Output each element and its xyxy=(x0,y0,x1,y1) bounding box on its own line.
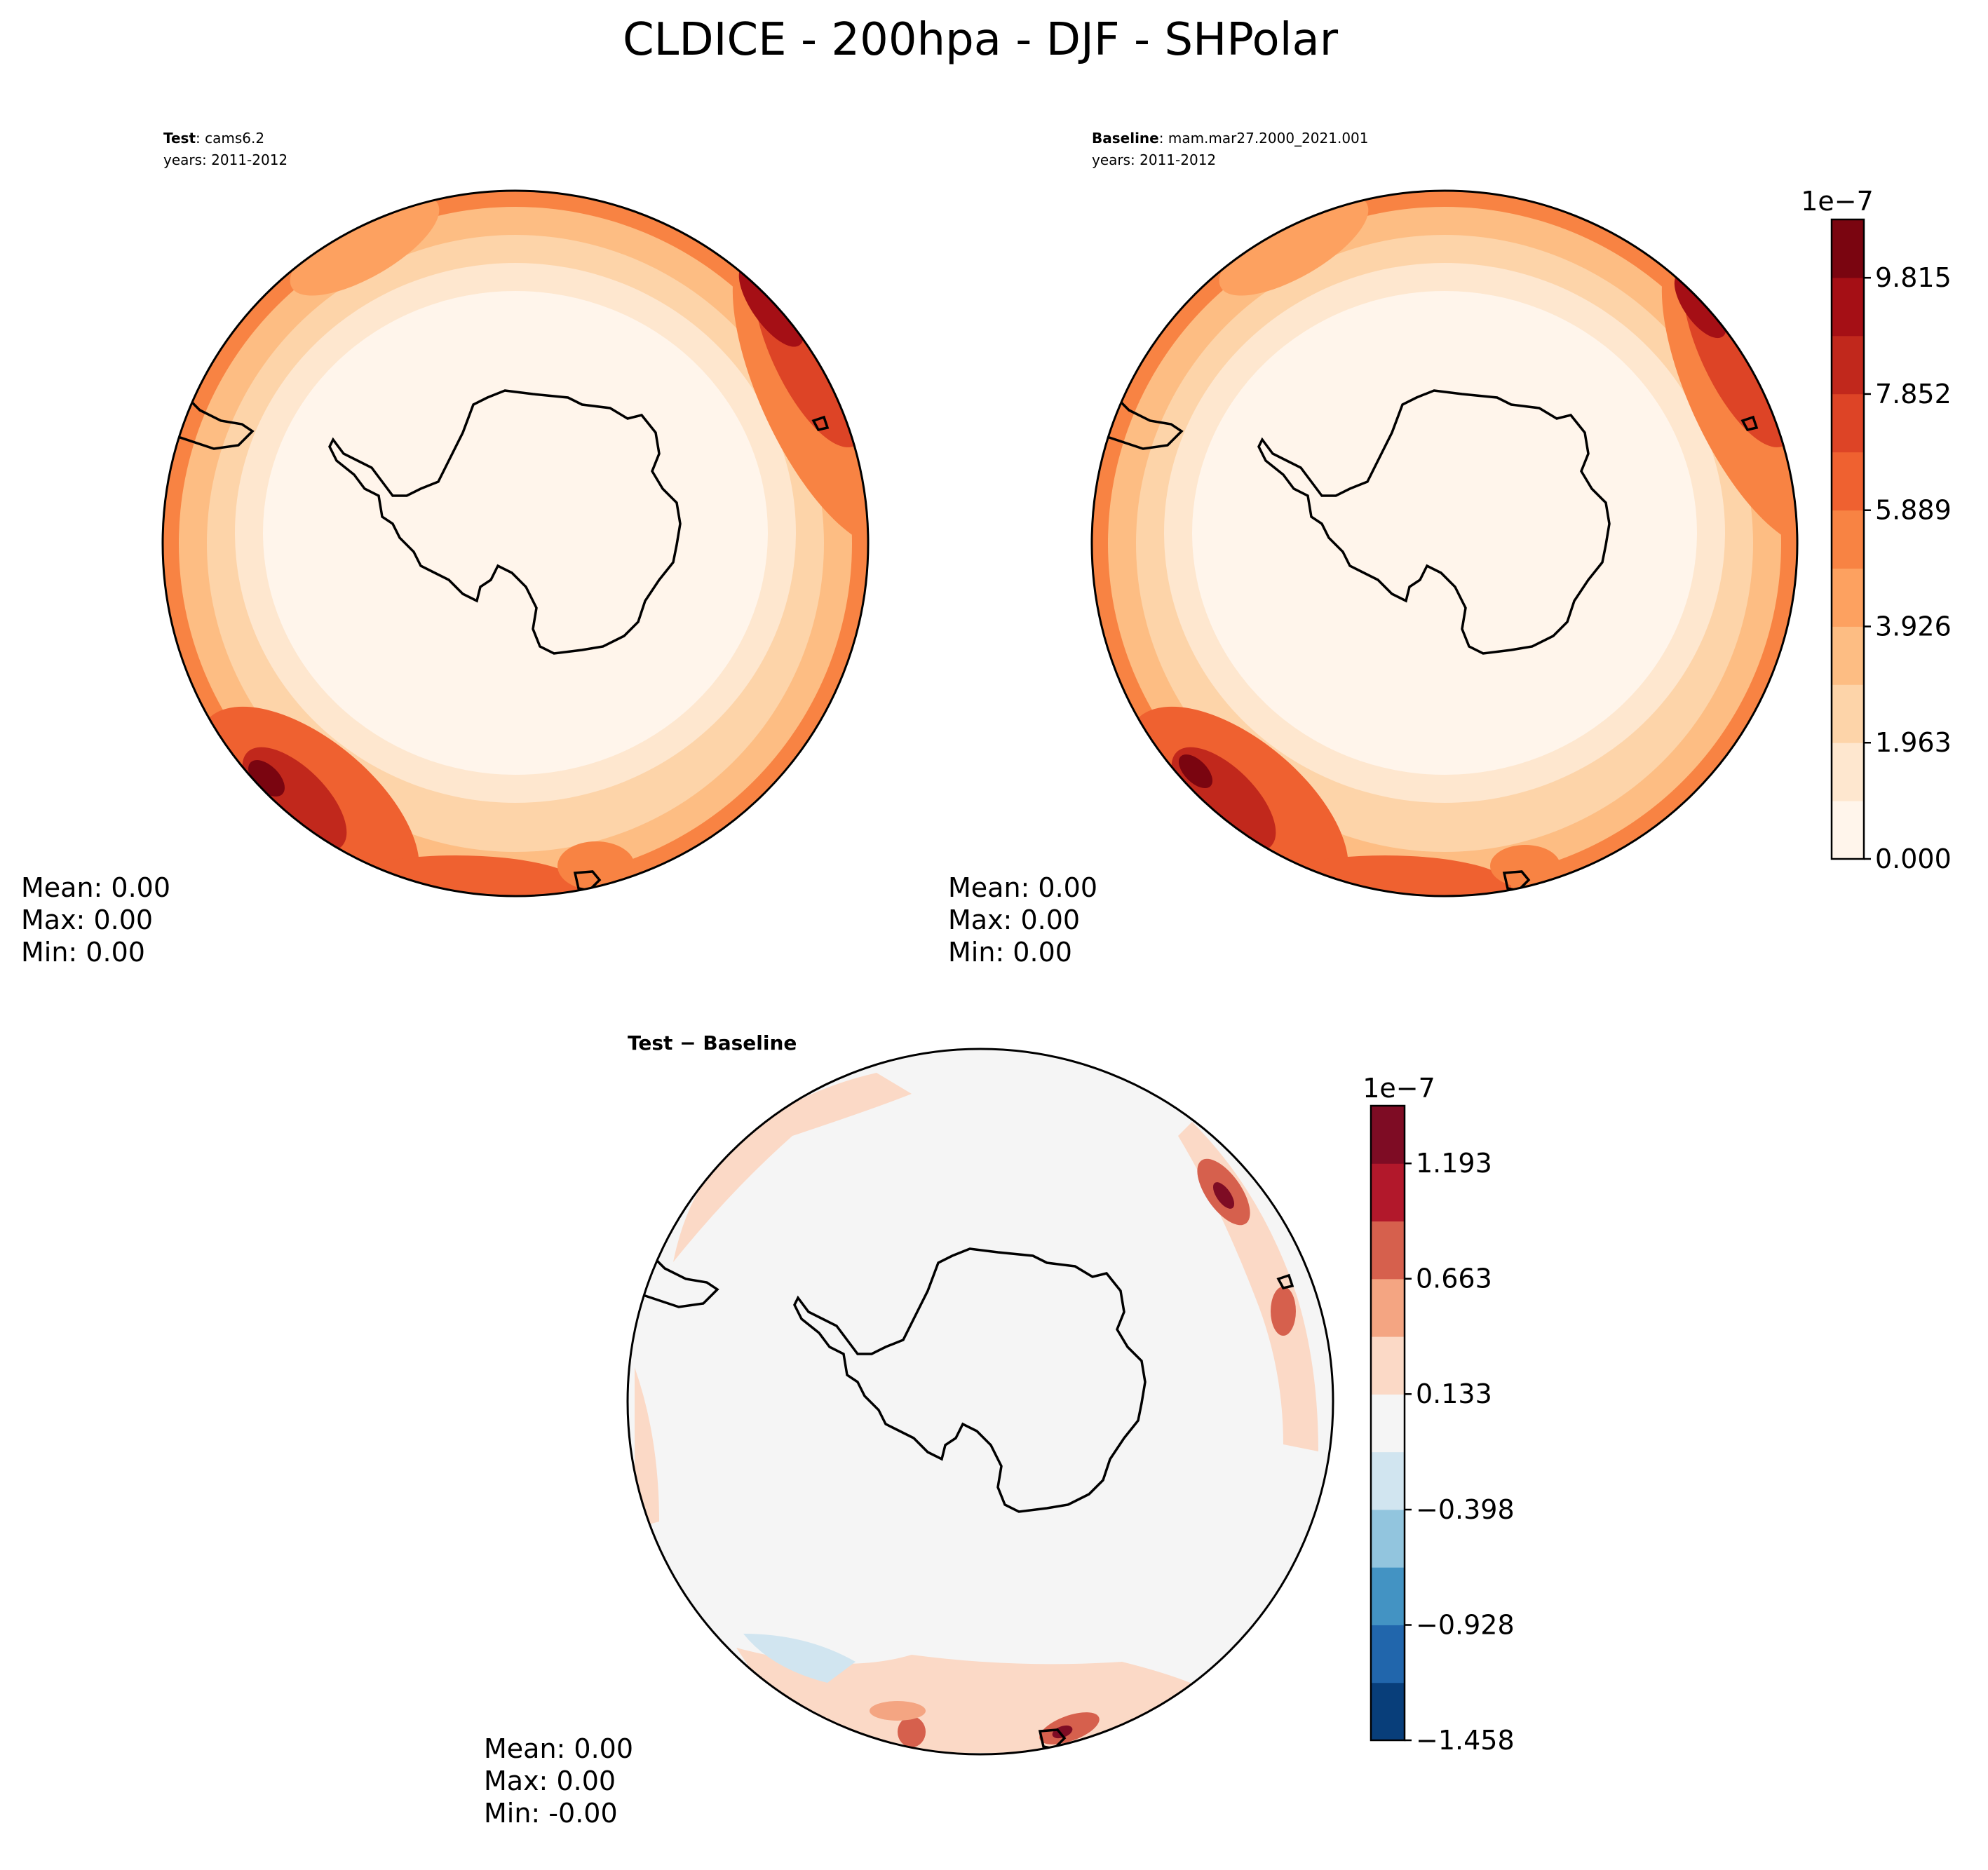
div-pos-w xyxy=(635,1367,659,1529)
test-min: Min: 0.00 xyxy=(21,937,145,968)
div-hot-s-4 xyxy=(870,1701,926,1721)
colorbar-seq-bin xyxy=(1832,335,1864,395)
colorbar-div-bin xyxy=(1371,1394,1405,1453)
baseline-label-bold: Baseline xyxy=(1092,130,1159,147)
colorbar-diverging: 1e−7 −1.458 −0.928 −0.398 0.133 0.663 1.193 xyxy=(1362,1073,1514,1756)
colorbar-seq-tick-label: 5.889 xyxy=(1875,495,1952,526)
figure-title: CLDICE - 200hpa - DJF - SHPolar xyxy=(623,14,1339,66)
colorbar-seq-bin xyxy=(1832,393,1864,453)
colorbar-div-bin xyxy=(1371,1509,1405,1568)
difference-map-boundary xyxy=(626,1048,1334,1756)
panel-test: Test: cams6.2 years: 2011-2012 xyxy=(21,130,870,968)
svg-text:Baseline: mam.mar27.2000_2021.: Baseline: mam.mar27.2000_2021.001 xyxy=(1092,130,1369,147)
seq-hot-s xyxy=(1259,855,1511,896)
test-mean: Mean: 0.00 xyxy=(21,872,170,903)
seq-hot-s xyxy=(330,855,582,896)
difference-contour-field xyxy=(628,1049,1333,1754)
test-label-rest: : cams6.2 xyxy=(196,130,264,147)
colorbar-sequential: 1e−7 0.000 1.963 3.926 5.889 7.852 9.815 xyxy=(1801,186,1952,874)
baseline-years: years: 2011-2012 xyxy=(1092,151,1216,168)
colorbar-div-bin xyxy=(1371,1682,1405,1741)
difference-title: Test − Baseline xyxy=(628,1031,797,1055)
colorbar-div-bin xyxy=(1371,1278,1405,1337)
div-hot-e xyxy=(1271,1287,1296,1336)
baseline-label-rest: : mam.mar27.2000_2021.001 xyxy=(1159,130,1369,147)
colorbar-div-tick-label: −1.458 xyxy=(1416,1725,1515,1756)
colorbar-div-bin xyxy=(1371,1451,1405,1510)
difference-min: Min: -0.00 xyxy=(484,1798,618,1829)
baseline-min: Min: 0.00 xyxy=(948,937,1072,968)
colorbar-div-bin xyxy=(1371,1163,1405,1222)
colorbar-div-tick-label: 0.133 xyxy=(1416,1378,1492,1409)
colorbar-div-tick-label: −0.928 xyxy=(1416,1610,1515,1641)
seq-hot-s-2 xyxy=(1490,845,1560,887)
colorbar-div-bin xyxy=(1371,1106,1405,1164)
colorbar-div-tick-label: 1.193 xyxy=(1416,1148,1492,1179)
baseline-max: Max: 0.00 xyxy=(948,904,1080,935)
seq-hot-nw xyxy=(1219,195,1369,296)
colorbar-seq-bin xyxy=(1832,626,1864,685)
panel-difference: Test − Baseline Mean: xyxy=(484,1031,1515,1829)
panel-baseline: Baseline: mam.mar27.2000_2021.001 years:… xyxy=(948,130,1952,968)
baseline-map-boundary xyxy=(1090,189,1799,897)
colorbar-seq-bin xyxy=(1832,452,1864,511)
colorbar-seq-bin xyxy=(1832,568,1864,627)
div-pos-e xyxy=(1178,1122,1318,1451)
colorbar-div-bin xyxy=(1371,1221,1405,1280)
colorbar-seq-outline xyxy=(1830,218,1865,860)
div-pos-n xyxy=(673,1073,912,1262)
colorbar-seq-bin xyxy=(1832,510,1864,569)
seq-hot-sw-3 xyxy=(248,760,285,797)
colorbar-div-bin xyxy=(1371,1336,1405,1395)
difference-mean: Mean: 0.00 xyxy=(484,1733,633,1764)
div-neg-s xyxy=(743,1634,856,1683)
div-neutral xyxy=(628,1049,1333,1754)
colorbar-div-tick-label: 0.663 xyxy=(1416,1263,1492,1294)
seq-hot-nw xyxy=(290,195,440,296)
colorbar-seq-tick-label: 0.000 xyxy=(1875,843,1952,874)
colorbar-div-outline xyxy=(1370,1104,1406,1742)
colorbar-div-tick-label: −0.398 xyxy=(1416,1494,1515,1525)
test-years: years: 2011-2012 xyxy=(163,151,288,168)
difference-max: Max: 0.00 xyxy=(484,1766,616,1796)
colorbar-seq-bin xyxy=(1832,801,1864,860)
colorbar-seq-tick-label: 3.926 xyxy=(1875,611,1952,642)
seq-band-4 xyxy=(1192,291,1697,775)
seq-hot-sw-3 xyxy=(1178,754,1213,789)
seq-band-4 xyxy=(263,291,768,775)
colorbar-seq-tick-label: 7.852 xyxy=(1875,379,1952,409)
test-label-bold: Test xyxy=(163,130,196,147)
colorbar-div-exponent: 1e−7 xyxy=(1362,1073,1435,1104)
colorbar-seq-bin xyxy=(1832,743,1864,801)
colorbar-div-bin xyxy=(1371,1625,1405,1683)
colorbar-seq-tick-label: 1.963 xyxy=(1875,727,1952,758)
div-hot-s-3 xyxy=(898,1716,926,1747)
test-max: Max: 0.00 xyxy=(21,904,153,935)
test-map-boundary xyxy=(161,189,870,897)
colorbar-seq-exponent: 1e−7 xyxy=(1801,186,1874,217)
colorbar-seq-bin xyxy=(1832,277,1864,337)
colorbar-seq-tick-label: 9.815 xyxy=(1875,262,1952,293)
test-contour-field xyxy=(163,191,868,896)
colorbar-div-bin xyxy=(1371,1567,1405,1625)
baseline-mean: Mean: 0.00 xyxy=(948,872,1097,903)
baseline-contour-field xyxy=(1092,191,1797,896)
colorbar-seq-bin xyxy=(1832,219,1864,278)
div-hot-ne-2 xyxy=(1212,1182,1235,1209)
colorbar-seq-bin xyxy=(1832,684,1864,743)
svg-text:Test: cams6.2: Test: cams6.2 xyxy=(163,130,264,147)
